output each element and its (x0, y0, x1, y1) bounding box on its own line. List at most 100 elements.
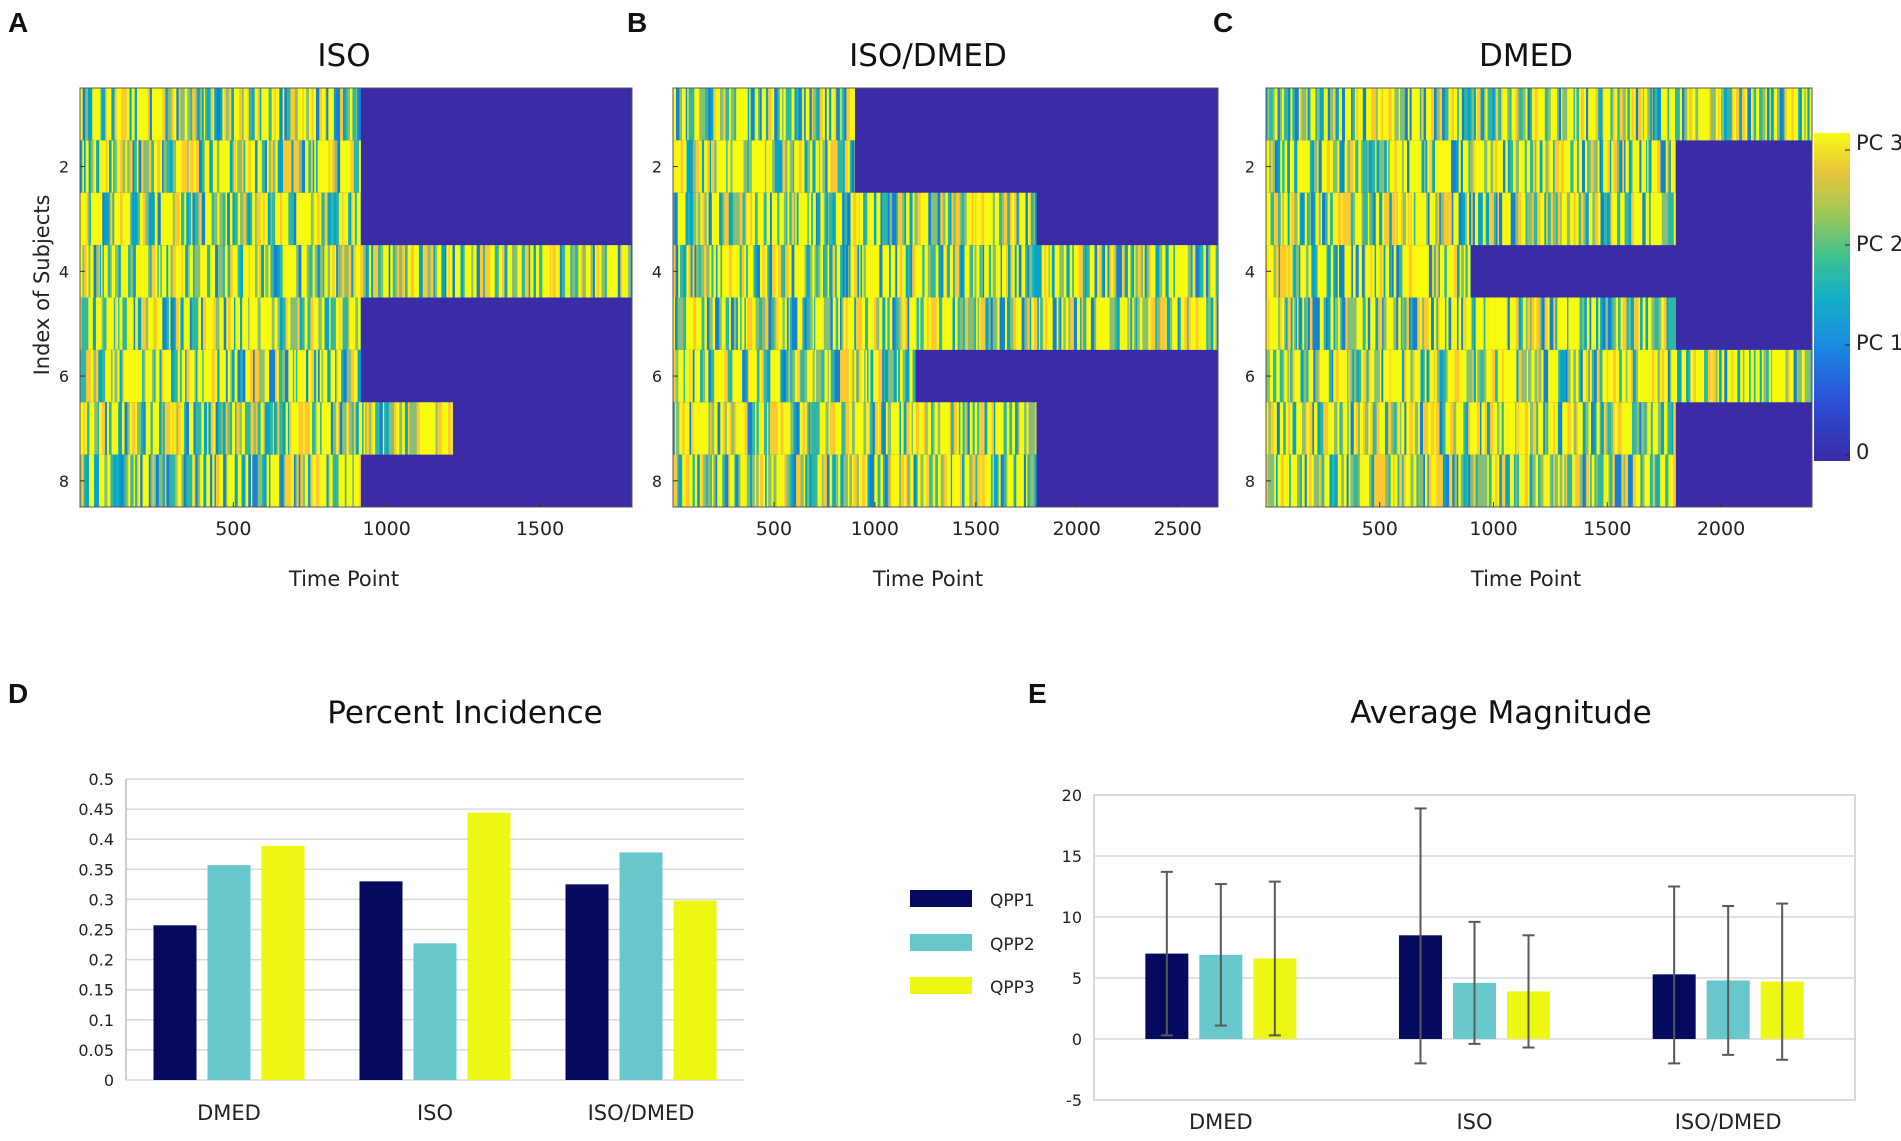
heatmap-cell (119, 297, 123, 350)
heatmap-cell (689, 192, 694, 246)
heatmap-cell (168, 245, 171, 298)
heatmap-cell (214, 88, 218, 141)
heatmap-cell (1302, 140, 1306, 193)
heatmap-cell (1513, 88, 1516, 141)
heatmap-cell (1398, 349, 1401, 403)
heatmap-cell (1521, 349, 1525, 403)
heatmap-cell (237, 349, 241, 403)
heatmap-cell (1687, 88, 1690, 141)
heatmap-cell (246, 245, 249, 298)
heatmap-cell (1270, 192, 1275, 246)
heatmap-cell (1376, 245, 1380, 298)
heatmap-cell (1436, 88, 1441, 141)
heatmap-cell (170, 192, 174, 246)
heatmap-cell (1554, 140, 1558, 193)
heatmap-cell (1432, 140, 1436, 193)
heatmap-cell (1497, 454, 1500, 508)
heatmap-cell (422, 402, 425, 455)
heatmap-cell (1494, 402, 1498, 455)
heatmap-cell (245, 349, 249, 403)
heatmap-cell (1698, 349, 1702, 403)
heatmap-cell (1442, 349, 1447, 403)
heatmap-cell (1004, 297, 1008, 350)
heatmap-cell (1559, 454, 1563, 508)
heatmap-cell (371, 245, 374, 298)
heatmap-cell (1574, 454, 1577, 508)
heatmap-cell (1453, 245, 1458, 298)
heatmap-cell (956, 402, 960, 455)
heatmap-cell (1388, 402, 1391, 455)
heatmap-cell (1543, 402, 1546, 455)
heatmap-cell (1014, 192, 1017, 246)
heatmap-cell (235, 297, 238, 350)
heatmap-cell (675, 402, 680, 455)
heatmap-cell (99, 245, 102, 298)
heatmap-cell (847, 402, 850, 455)
heatmap-cell (95, 349, 99, 403)
heatmap-cell (945, 245, 948, 298)
heatmap-cell (1312, 297, 1315, 350)
heatmap-cell (988, 245, 992, 298)
heatmap-cell (326, 454, 329, 508)
heatmap-cell (89, 402, 92, 455)
heatmap-cell (1003, 192, 1006, 246)
heatmap-cell (1276, 454, 1278, 508)
heatmap-cell (771, 454, 774, 508)
heatmap-cell (778, 349, 781, 403)
heatmap-cell (170, 402, 173, 455)
heatmap-cell (1300, 245, 1304, 298)
heatmap-cell (1440, 454, 1444, 508)
heatmap-cell (1762, 88, 1766, 141)
heatmap-cell (742, 192, 746, 246)
heatmap-cell (1412, 245, 1416, 298)
heatmap-cell (199, 349, 203, 403)
heatmap-cell (314, 245, 318, 298)
heatmap-cell (1522, 88, 1526, 141)
heatmap-cell (715, 297, 719, 350)
heatmap-cell (111, 140, 114, 193)
heatmap-cell (1302, 245, 1305, 298)
heatmap-dmed-title: DMED (1479, 38, 1573, 74)
heatmap-cell (1575, 349, 1579, 403)
heatmap-cell (237, 454, 241, 508)
heatmap-cell (1281, 454, 1285, 508)
heatmap-cell (895, 297, 899, 350)
heatmap-cell (1318, 349, 1321, 403)
heatmap-cell (1480, 88, 1483, 141)
heatmap-cell (357, 402, 360, 455)
heatmap-cell (863, 192, 865, 246)
heatmap-cell (761, 88, 765, 141)
heatmap-cell (1375, 192, 1378, 246)
heatmap-cell (745, 192, 747, 246)
heatmap-cell (1573, 192, 1577, 246)
heatmap-cell (849, 454, 853, 508)
heatmap-cell (122, 140, 126, 193)
heatmap-cell (854, 245, 858, 298)
heatmap-cell (429, 402, 432, 455)
heatmap-cell (1527, 192, 1531, 246)
heatmap-cell (1116, 297, 1121, 350)
heatmap-cell (1127, 297, 1130, 350)
heatmap-cell (265, 245, 269, 298)
heatmap-cell (498, 245, 503, 298)
bar-qpp1-iso-dmed (565, 884, 609, 1080)
heatmap-cell (1325, 402, 1329, 455)
heatmap-cell (1292, 88, 1296, 141)
heatmap-cell (194, 245, 197, 298)
heatmap-cell (180, 88, 184, 141)
heatmap-cell (247, 192, 251, 246)
heatmap-cell (360, 245, 364, 298)
heatmap-cell (1404, 402, 1407, 455)
heatmap-cell (1353, 454, 1357, 508)
heatmap-cell (279, 88, 281, 141)
heatmap-cell (438, 402, 443, 455)
heatmap-cell (330, 454, 333, 508)
heatmap-cell (782, 140, 786, 193)
heatmap-cell (272, 349, 276, 403)
heatmap-cell (551, 245, 553, 298)
heatmap-cell (708, 402, 711, 455)
heatmap-cell (1620, 297, 1624, 350)
heatmap-cell (920, 454, 924, 508)
heatmap-cell (898, 297, 902, 350)
heatmap-cell (697, 88, 700, 141)
